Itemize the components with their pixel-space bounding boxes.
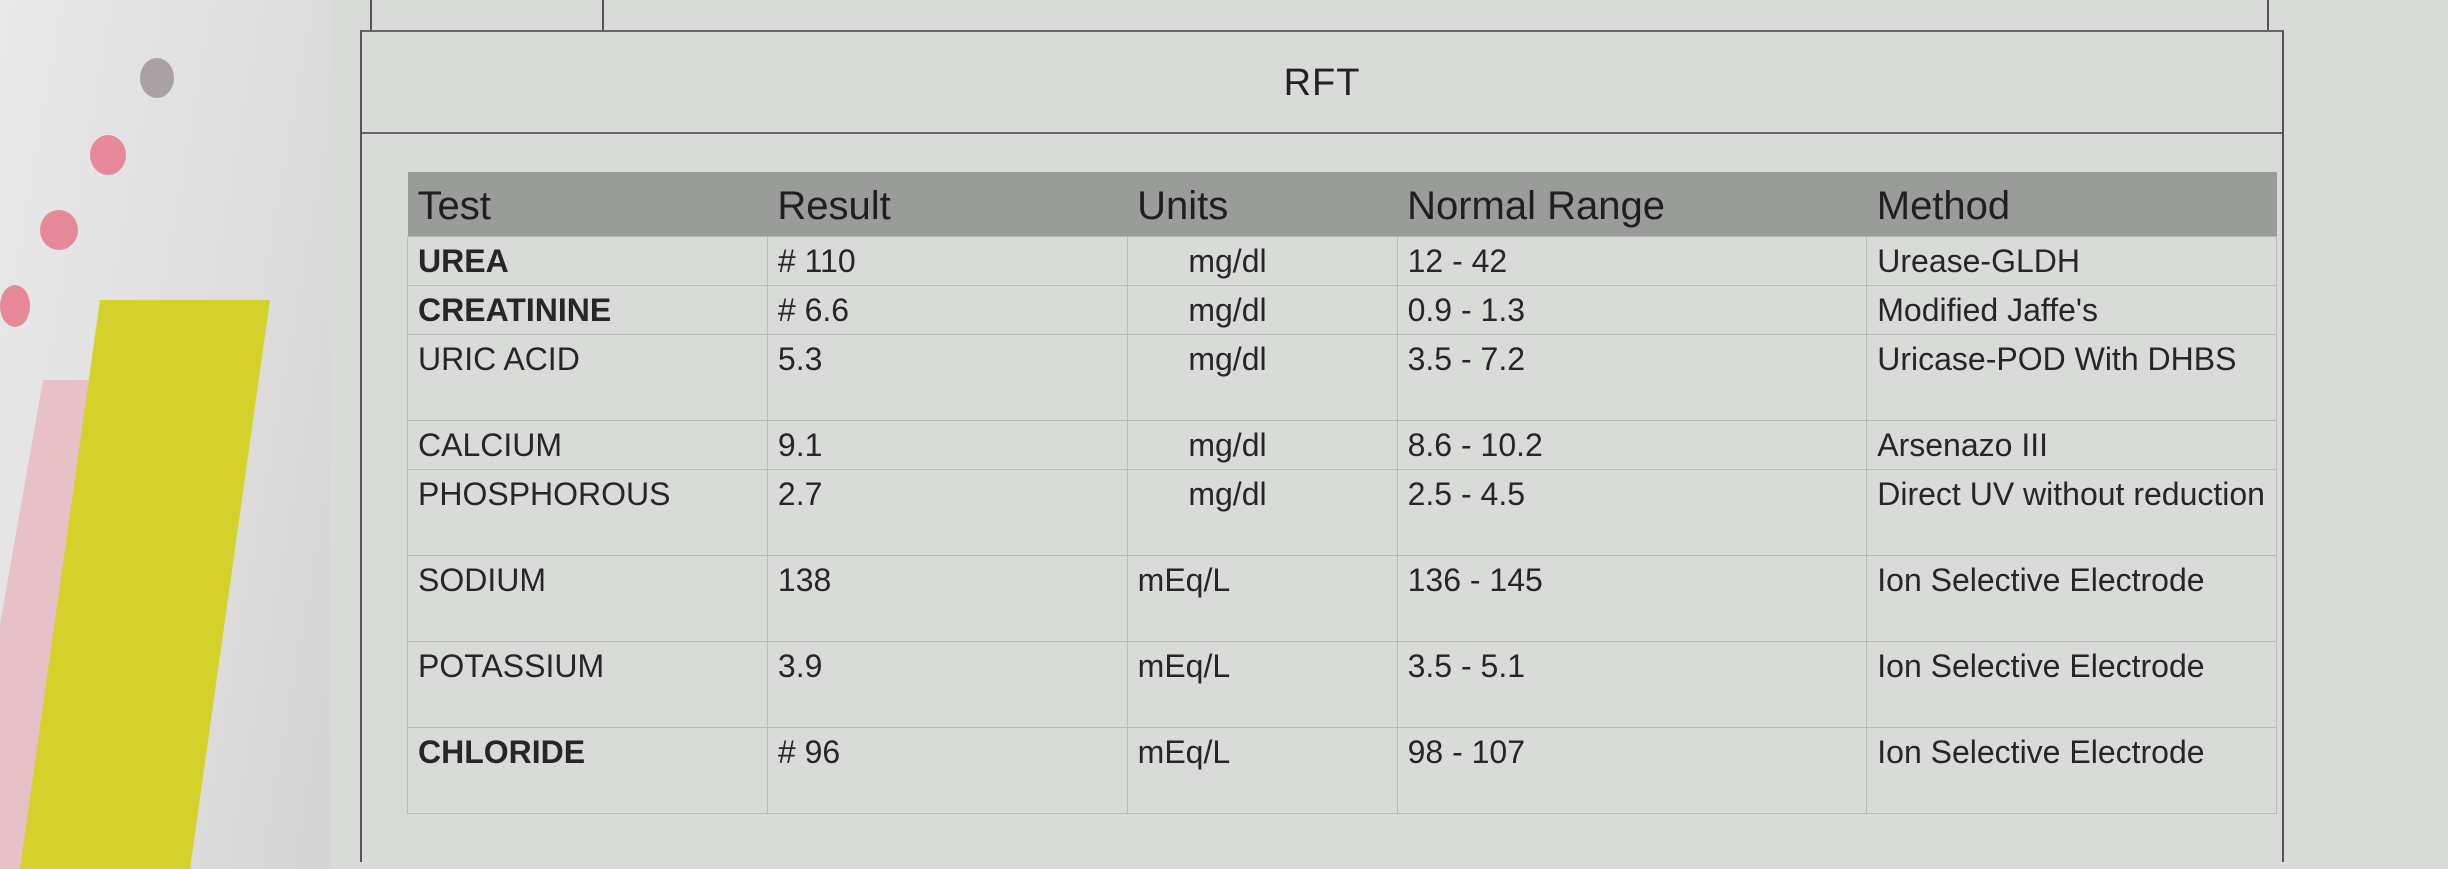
test-method: Direct UV without reduction (1866, 469, 2277, 556)
test-result: 2.7 (766, 469, 1128, 556)
header-result: Result (767, 172, 1128, 237)
test-range: 3.5 - 7.2 (1396, 334, 1868, 421)
test-result: 5.3 (766, 334, 1128, 421)
header-units: Units (1127, 172, 1398, 237)
test-method: Modified Jaffe's (1866, 285, 2277, 335)
test-method: Ion Selective Electrode (1866, 727, 2277, 814)
table-header-row: Test Result Units Normal Range Method (407, 172, 2277, 237)
test-units: mEq/L (1126, 727, 1398, 814)
table-row: POTASSIUM 3.9 mEq/L 3.5 - 5.1 Ion Select… (407, 641, 2277, 728)
test-name: URIC ACID (407, 334, 768, 421)
decorative-dot (0, 285, 30, 327)
test-method: Ion Selective Electrode (1866, 555, 2277, 642)
section-title: RFT (1283, 62, 1361, 104)
header-test: Test (407, 172, 768, 237)
test-units: mEq/L (1126, 641, 1398, 728)
table-row: CREATININE # 6.6 mg/dl 0.9 - 1.3 Modifie… (407, 285, 2277, 335)
rft-table: Test Result Units Normal Range Method UR… (407, 172, 2277, 814)
test-method: Ion Selective Electrode (1866, 641, 2277, 728)
test-units: mg/dl (1126, 285, 1398, 335)
test-range: 136 - 145 (1396, 555, 1868, 642)
test-units: mg/dl (1126, 420, 1398, 470)
test-result: # 96 (766, 727, 1128, 814)
test-result: 138 (766, 555, 1128, 642)
test-result: # 110 (766, 236, 1128, 286)
test-units: mg/dl (1126, 236, 1398, 286)
test-name: CALCIUM (407, 420, 768, 470)
test-result: # 6.6 (766, 285, 1128, 335)
rft-section: RFT Test Result Units Normal Range Metho… (360, 30, 2284, 862)
decorative-dot (40, 210, 78, 250)
test-method: Uricase-POD With DHBS (1866, 334, 2277, 421)
test-name: CHLORIDE (407, 727, 768, 814)
test-method: Arsenazo III (1866, 420, 2277, 470)
table-row: UREA # 110 mg/dl 12 - 42 Urease-GLDH (407, 236, 2277, 286)
test-range: 8.6 - 10.2 (1396, 420, 1868, 470)
test-method: Urease-GLDH (1866, 236, 2277, 286)
test-range: 98 - 107 (1396, 727, 1868, 814)
test-name: SODIUM (407, 555, 768, 642)
test-range: 3.5 - 5.1 (1396, 641, 1868, 728)
test-name: PHOSPHOROUS (407, 469, 768, 556)
test-result: 9.1 (766, 420, 1128, 470)
table-row: CALCIUM 9.1 mg/dl 8.6 - 10.2 Arsenazo II… (407, 420, 2277, 470)
test-units: mEq/L (1126, 555, 1398, 642)
test-name: CREATININE (407, 285, 768, 335)
test-range: 2.5 - 4.5 (1396, 469, 1868, 556)
table-row: SODIUM 138 mEq/L 136 - 145 Ion Selective… (407, 555, 2277, 642)
test-result: 3.9 (766, 641, 1128, 728)
header-method: Method (1866, 172, 2277, 237)
table-row: CHLORIDE # 96 mEq/L 98 - 107 Ion Selecti… (407, 727, 2277, 814)
test-range: 0.9 - 1.3 (1396, 285, 1868, 335)
decorative-dot (140, 58, 174, 98)
table-row: URIC ACID 5.3 mg/dl 3.5 - 7.2 Uricase-PO… (407, 334, 2277, 421)
test-range: 12 - 42 (1396, 236, 1868, 286)
table-row: PHOSPHOROUS 2.7 mg/dl 2.5 - 4.5 Direct U… (407, 469, 2277, 556)
frame-divider (602, 0, 604, 30)
test-name: POTASSIUM (407, 641, 768, 728)
test-name: UREA (407, 236, 768, 286)
test-units: mg/dl (1126, 469, 1398, 556)
previous-section-frame (370, 0, 2269, 32)
decorative-dot (90, 135, 126, 175)
report-sheet: RFT Test Result Units Normal Range Metho… (330, 0, 2448, 869)
title-rule (362, 132, 2282, 134)
test-units: mg/dl (1126, 334, 1398, 421)
header-normal-range: Normal Range (1397, 172, 1867, 237)
